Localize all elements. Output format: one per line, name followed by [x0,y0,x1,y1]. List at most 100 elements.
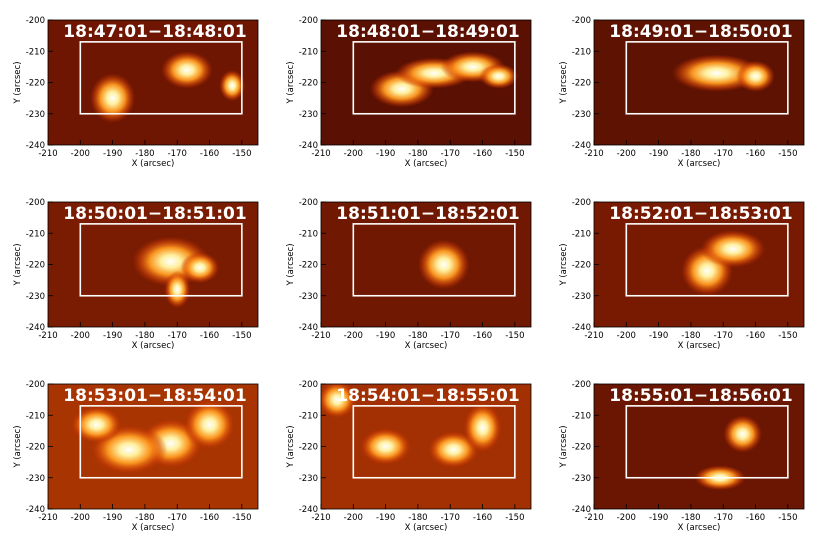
bright-source [219,70,246,102]
bright-source [463,402,502,453]
bright-source [359,427,412,466]
x-tick-label: -200 [344,149,363,159]
panel: -210 -200 -190 -180 -170 -160 -150 -240 -230 -220… [286,198,532,351]
x-tick-label: -150 [232,513,251,523]
y-tick-label: -220 [299,261,318,271]
x-tick-label: -150 [778,513,797,523]
y-tick-label: -220 [26,79,45,89]
x-tick-label: -170 [441,513,460,523]
y-axis-label: Y (arcsec) [286,425,296,468]
roi-box [79,223,243,297]
roi-box [352,41,516,115]
x-axis-label: X (arcsec) [405,341,448,351]
panel-title: 18:53:01−18:54:01 [63,386,246,406]
y-tick-label: -240 [299,141,318,151]
panel: -210 -200 -190 -180 -170 -160 -150 -240 -230 -220… [286,380,532,533]
y-tick-label: -240 [572,505,591,515]
x-tick-label: -180 [681,513,700,523]
x-axis-label: X (arcsec) [678,341,721,351]
y-tick-label: -200 [572,16,591,26]
panel-title: 18:50:01−18:51:01 [63,204,246,224]
y-tick-label: -240 [572,323,591,333]
x-axis-label: X (arcsec) [678,159,721,169]
x-tick-label: -200 [617,513,636,523]
roi-box [79,405,243,479]
image [417,239,470,290]
y-axis-label: Y (arcsec) [559,61,569,104]
x-tick-label: -210 [311,513,330,523]
y-axis-label: Y (arcsec) [559,243,569,286]
bright-source [180,252,220,284]
x-tick-label: -180 [135,513,154,523]
image-background [321,384,531,509]
roi-box [625,405,789,479]
y-tick-label: -210 [572,47,591,57]
y-tick-label: -210 [299,47,318,57]
image-background [594,384,804,509]
x-tick-label: -180 [681,149,700,159]
x-tick-label: -170 [168,331,187,341]
x-axis-label: X (arcsec) [132,159,175,169]
x-tick-label: -190 [376,149,395,159]
x-tick-label: -170 [441,331,460,341]
x-tick-label: -210 [311,149,330,159]
image [90,51,246,124]
y-tick-label: -230 [572,474,591,484]
x-tick-label: -180 [408,149,427,159]
y-tick-label: -240 [26,141,45,151]
y-tick-label: -230 [299,110,318,120]
y-axis-label: Y (arcsec) [559,425,569,468]
x-tick-label: -210 [38,149,57,159]
x-tick-label: -160 [200,513,219,523]
bright-source [321,384,357,419]
x-tick-label: -180 [681,331,700,341]
x-axis-label: X (arcsec) [132,523,175,533]
bright-source [183,399,236,450]
x-tick-label: -170 [714,513,733,523]
y-tick-label: -240 [26,323,45,333]
x-tick-label: -200 [344,331,363,341]
y-tick-label: -200 [572,198,591,208]
bright-source [417,239,470,290]
x-tick-label: -170 [714,331,733,341]
y-tick-label: -220 [26,261,45,271]
x-tick-label: -180 [135,331,154,341]
roi-box [625,41,789,115]
x-axis-label: X (arcsec) [405,159,448,169]
y-tick-label: -230 [572,292,591,302]
panel: -210 -200 -190 -180 -170 -160 -150 -240 -230 -220… [559,380,805,533]
y-tick-label: -210 [299,229,318,239]
image [132,236,220,309]
x-tick-label: -170 [714,149,733,159]
x-tick-label: -160 [200,149,219,159]
bright-source [723,415,762,453]
x-tick-label: -150 [778,149,797,159]
panel: -210 -200 -190 -180 -170 -160 -150 -240 -230 -220… [13,198,259,351]
x-tick-label: -160 [746,513,765,523]
x-tick-label: -160 [746,149,765,159]
panel-title: 18:48:01−18:49:01 [336,22,519,42]
x-tick-label: -170 [168,149,187,159]
x-tick-label: -190 [103,331,122,341]
x-tick-label: -180 [135,149,154,159]
x-tick-label: -190 [376,331,395,341]
y-tick-label: -210 [299,411,318,421]
panel: -210 -200 -190 -180 -170 -160 -150 -240 -230 -220… [13,380,259,533]
x-tick-label: -200 [71,149,90,159]
x-tick-label: -160 [746,331,765,341]
y-tick-label: -240 [299,505,318,515]
y-tick-label: -200 [26,16,45,26]
y-axis-label: Y (arcsec) [286,243,296,286]
y-tick-label: -230 [26,292,45,302]
panel-title: 18:55:01−18:56:01 [609,386,792,406]
x-axis-label: X (arcsec) [678,523,721,533]
panel: -210 -200 -190 -180 -170 -160 -150 -240 -230 -220… [559,198,805,351]
panel-title: 18:49:01−18:50:01 [609,22,792,42]
x-tick-label: -160 [473,149,492,159]
x-tick-label: -210 [311,331,330,341]
x-tick-label: -210 [584,149,603,159]
y-axis-label: Y (arcsec) [13,425,23,468]
y-tick-label: -230 [26,474,45,484]
x-tick-label: -170 [168,513,187,523]
y-tick-label: -200 [299,198,318,208]
